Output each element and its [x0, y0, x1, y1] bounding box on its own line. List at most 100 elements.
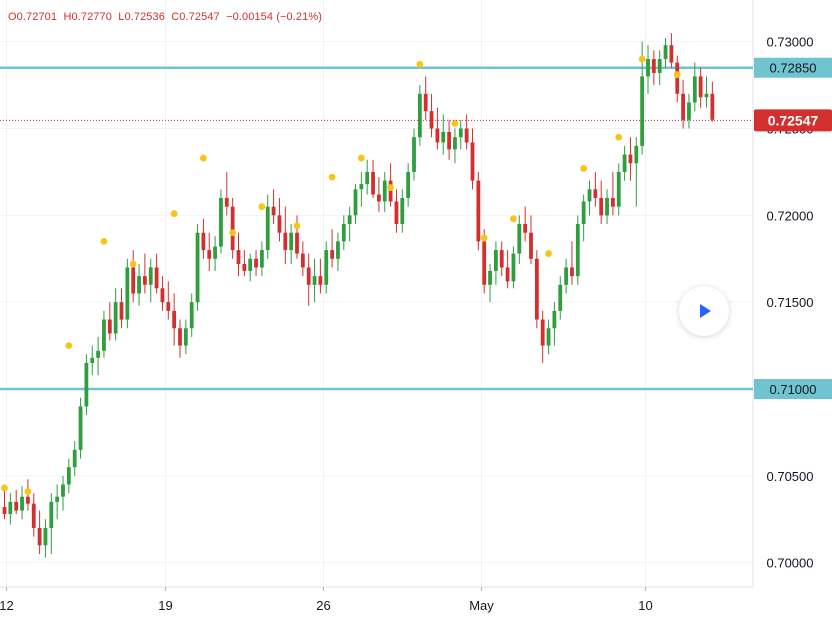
signal-marker: [229, 229, 237, 237]
candle-up: [417, 93, 422, 138]
candle-up: [72, 449, 77, 468]
x-tick-label: 19: [158, 598, 172, 613]
candle-up: [125, 267, 130, 320]
x-tick-label: 12: [0, 598, 14, 613]
candle-down: [476, 180, 481, 242]
signal-marker: [1, 484, 8, 492]
candle-up: [488, 270, 492, 285]
candle-up: [412, 137, 416, 172]
candle-up: [406, 171, 411, 198]
signal-marker: [416, 60, 424, 68]
candle-up: [8, 501, 13, 515]
candle-up: [400, 197, 405, 225]
candle-down: [330, 250, 334, 259]
signal-marker: [510, 215, 517, 223]
candle-up: [312, 276, 317, 285]
signal-marker: [545, 250, 552, 257]
signal-marker: [100, 237, 108, 245]
candle-up: [49, 501, 54, 528]
candle-up: [336, 241, 340, 259]
x-tick-label: 26: [316, 598, 330, 613]
candle-up: [189, 302, 194, 329]
candle-down: [306, 267, 311, 285]
candle-up: [148, 267, 153, 285]
candle-up: [587, 189, 592, 202]
candle-down: [131, 267, 136, 294]
candle-down: [394, 201, 399, 225]
candle-up: [260, 250, 264, 268]
candle-down: [423, 93, 428, 112]
candle-up: [494, 250, 498, 271]
candle-up: [347, 215, 352, 225]
candle-up: [78, 406, 83, 450]
signal-marker: [357, 154, 365, 162]
horizontal-levels[interactable]: [0, 66, 753, 391]
candle-down: [271, 206, 276, 216]
candle-down: [540, 319, 545, 346]
candle-up: [581, 201, 586, 225]
candle-down: [377, 194, 381, 202]
candle-down: [283, 232, 288, 251]
candle-down: [599, 197, 604, 216]
candle-up: [552, 310, 557, 329]
candle-down: [236, 250, 241, 264]
signal-marker: [580, 165, 588, 172]
y-tick-label: 0.71500: [767, 295, 814, 310]
candle-down: [435, 128, 440, 143]
candle-down: [681, 93, 685, 120]
candle-up: [137, 276, 141, 294]
candle-up: [382, 180, 387, 202]
candle-up: [248, 258, 253, 271]
candle-down: [172, 310, 177, 329]
axes: [0, 0, 754, 588]
candle-up: [84, 362, 89, 407]
y-tick-label: 0.73000: [767, 35, 814, 50]
candle-down: [651, 59, 656, 73]
candle-up: [324, 250, 329, 285]
candle-down: [2, 507, 7, 515]
candle-up: [102, 319, 106, 351]
candle-up: [634, 145, 639, 164]
candle-up: [646, 59, 650, 77]
candle-up: [453, 137, 457, 150]
signal-marker: [258, 203, 266, 211]
candle-down: [295, 232, 299, 254]
signal-marker: [293, 222, 301, 230]
candle-down: [464, 128, 469, 143]
candle-down: [388, 180, 393, 202]
candle-up: [213, 246, 217, 259]
candle-down: [254, 258, 258, 268]
x-tick-label: May: [469, 598, 494, 613]
ohlc-legend: O0.72701 H0.72770 L0.72536 C0.72547 −0.0…: [8, 11, 322, 23]
candle-down: [505, 267, 510, 282]
candle-down: [675, 62, 680, 94]
candle-up: [359, 184, 364, 190]
candle-down: [119, 302, 124, 320]
candle-up: [511, 253, 516, 282]
level-badge: [754, 57, 832, 78]
candle-up: [657, 59, 662, 73]
candle-up: [605, 197, 609, 216]
candle-up: [692, 76, 697, 103]
ohlc-close: C0.72547: [171, 11, 220, 23]
candle-up: [517, 224, 522, 254]
signal-marker: [387, 184, 394, 191]
last-price-badge: [754, 109, 832, 132]
candle-up: [66, 467, 71, 485]
signal-marker: [638, 55, 646, 63]
candle-down: [593, 189, 598, 198]
replay-play-button[interactable]: [679, 286, 729, 336]
candle-down: [534, 258, 539, 320]
candle-down: [160, 288, 165, 303]
candle-down: [570, 267, 574, 277]
candle-up: [564, 267, 568, 285]
candle-down: [628, 154, 633, 164]
candle-down: [470, 142, 475, 181]
signal-marker: [65, 342, 73, 350]
candle-up: [219, 197, 223, 247]
candle-up: [61, 484, 65, 497]
candle-down: [318, 276, 323, 285]
candle-up: [441, 131, 446, 143]
candle-up: [687, 102, 691, 120]
